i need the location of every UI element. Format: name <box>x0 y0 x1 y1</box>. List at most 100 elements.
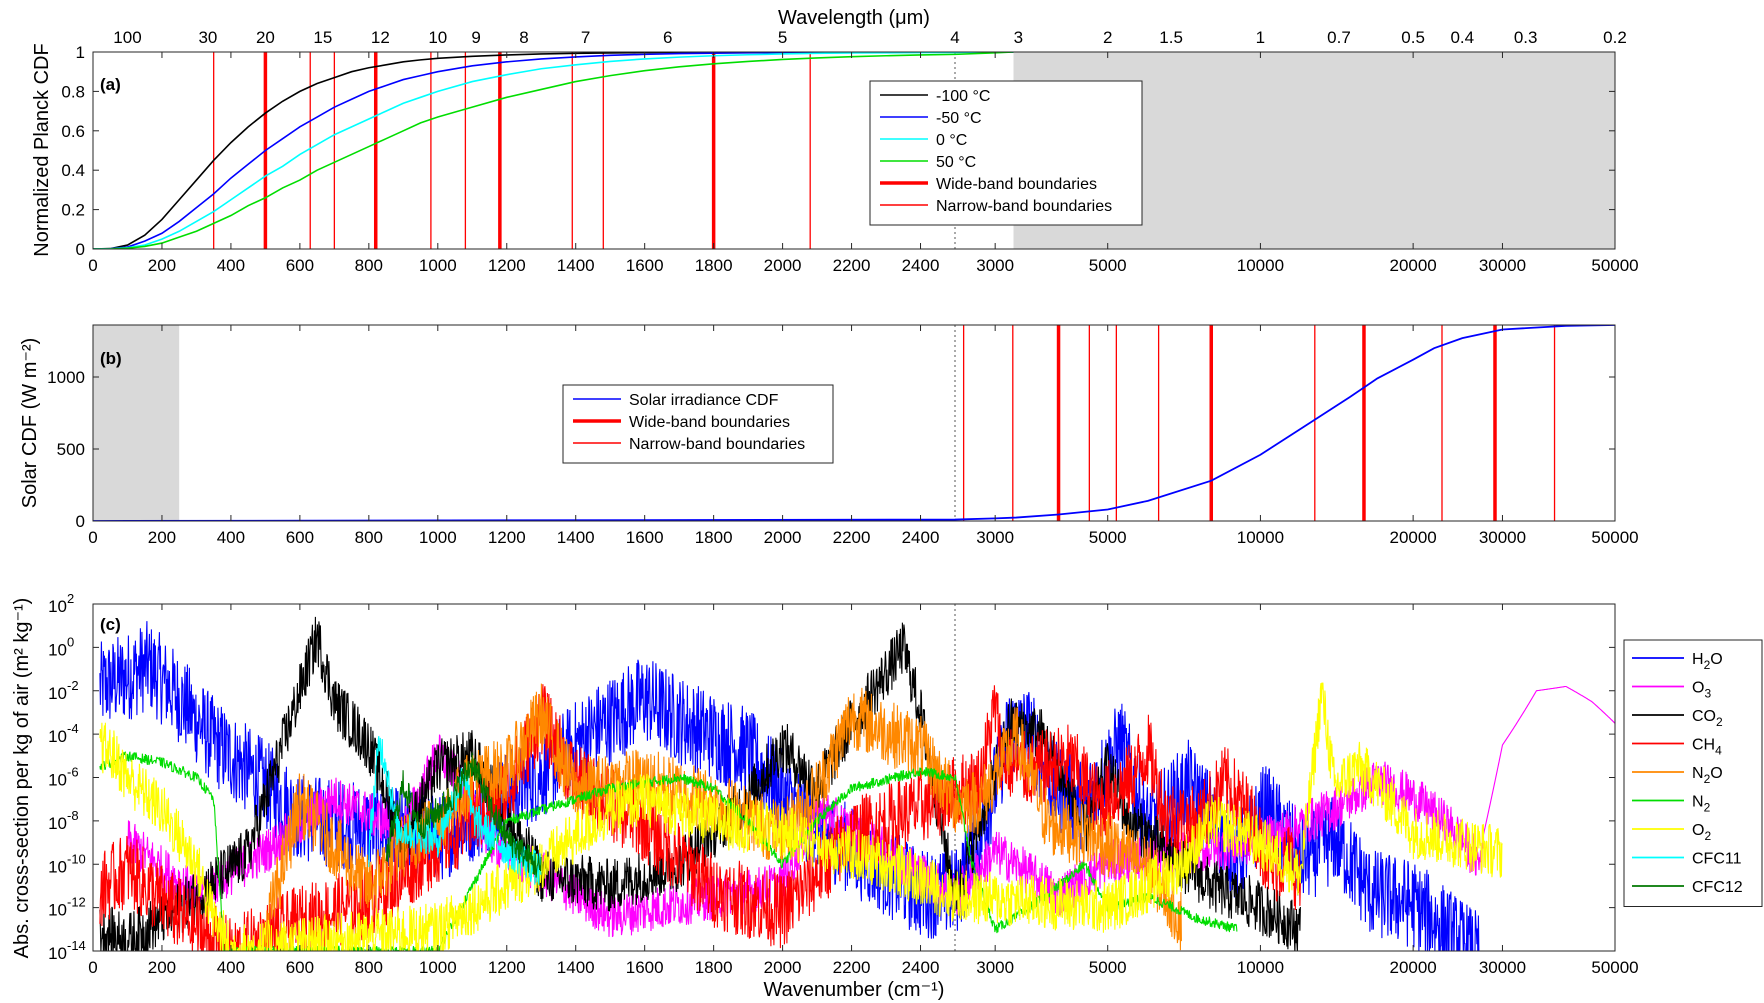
legend-label: O3 <box>1692 680 1711 701</box>
y-tick-exponent: -14 <box>67 938 86 953</box>
x-tick-label: 3000 <box>976 256 1014 275</box>
y-tick-label: 1 <box>76 43 85 62</box>
x-tick-label: 30000 <box>1479 958 1526 977</box>
x-tick-label: 600 <box>286 256 314 275</box>
y-tick-exponent: -2 <box>67 678 79 693</box>
absorption-line-co2 <box>99 616 1301 951</box>
top-axis-title: Wavelength (μm) <box>778 7 930 29</box>
x-tick-label: 2400 <box>902 958 940 977</box>
panel-a: 100 30 20 15 12 10 9 8 7 6 5 4 3 2 1.5 1 0.7 0.5 0.4 0.3 0.2… <box>31 28 1639 275</box>
panel-a-wide-boundaries <box>263 52 716 249</box>
panel-b-wide-boundaries <box>1056 325 1497 521</box>
planck-cdf-line <box>93 52 1014 249</box>
top-tick-label: 0.7 <box>1327 28 1351 47</box>
x-tick-label: 1200 <box>488 528 526 547</box>
panel-c-y-title: Abs. cross-section per kg of air (m² kg⁻… <box>11 598 33 959</box>
panel-b-x-ticks: 0 200 400 600 800 1000 1200 1400 1600 1800 2000 220… <box>88 325 1639 547</box>
y-tick-label: 1000 <box>47 368 85 387</box>
x-tick-label: 30000 <box>1479 528 1526 547</box>
y-tick-label: 0.2 <box>61 201 85 220</box>
planck-cdf-line <box>93 52 1014 249</box>
top-tick-label: 30 <box>198 28 217 47</box>
panel-b-y-title: Solar CDF (W m⁻²) <box>19 338 41 509</box>
panel-b-series <box>93 325 1615 521</box>
x-tick-label: 0 <box>88 958 97 977</box>
x-tick-label: 2400 <box>902 528 940 547</box>
y-tick-label: 500 <box>57 440 85 459</box>
legend-label: CFC11 <box>1692 851 1742 868</box>
x-tick-label: 2200 <box>833 528 871 547</box>
x-tick-label: 2400 <box>902 256 940 275</box>
x-tick-label: 1000 <box>419 256 457 275</box>
panel-c: 0 200 400 600 800 1000 1200 1400 1600 1800 2000 220… <box>11 591 1763 1001</box>
y-tick-exponent: -10 <box>67 851 86 866</box>
panel-b: 0 200 400 600 800 1000 1200 1400 1600 1800 2000 220… <box>19 324 1639 547</box>
top-tick-label: 20 <box>256 28 275 47</box>
legend-label: Wide-band boundaries <box>936 176 1097 193</box>
x-tick-label: 0 <box>88 256 97 275</box>
x-tick-label: 1000 <box>419 958 457 977</box>
legend-box <box>869 80 1143 226</box>
x-tick-label: 1800 <box>695 958 733 977</box>
legend-label: CO2 <box>1692 708 1723 729</box>
y-tick-exponent: -4 <box>67 721 79 736</box>
x-tick-label: 800 <box>355 958 383 977</box>
top-tick-label: 10 <box>428 28 447 47</box>
panel-a-x-ticks: 0 200 400 600 800 1000 1200 1400 1600 1800 2000 220… <box>88 52 1639 275</box>
absorption-line-o3 <box>126 685 1615 938</box>
x-tick-label: 200 <box>148 958 176 977</box>
panel-a-label: (a) <box>100 75 121 94</box>
panel-a-y-title: Normalized Planck CDF <box>31 43 53 256</box>
top-tick-label: 0.3 <box>1514 28 1538 47</box>
x-tick-label: 5000 <box>1089 528 1127 547</box>
panel-c-legend: H2O O3 CO2 CH4 N2O N2 O2 CFC11 CFC12 <box>1623 639 1763 907</box>
x-tick-label: 10000 <box>1237 528 1284 547</box>
legend-label: 50 °C <box>936 154 976 171</box>
x-tick-label: 2000 <box>764 256 802 275</box>
panel-c-x-ticks: 0 200 400 600 800 1000 1200 1400 1600 1800 2000 220… <box>88 604 1639 977</box>
legend-label: Solar irradiance CDF <box>629 392 779 409</box>
x-tick-label: 800 <box>355 256 383 275</box>
panel-a-frame <box>92 51 1616 250</box>
y-tick-label: 0.6 <box>61 122 85 141</box>
top-tick-label: 3 <box>1014 28 1023 47</box>
x-tick-label: 1200 <box>488 958 526 977</box>
legend-label: Narrow-band boundaries <box>936 198 1112 215</box>
y-tick-label: 0.8 <box>61 82 85 101</box>
x-tick-label: 1600 <box>626 528 664 547</box>
x-tick-label: 0 <box>88 528 97 547</box>
x-tick-label: 1200 <box>488 256 526 275</box>
top-tick-label: 4 <box>950 28 959 47</box>
x-tick-label: 20000 <box>1389 528 1436 547</box>
panel-b-shaded-region <box>93 325 180 521</box>
x-tick-label: 10000 <box>1237 256 1284 275</box>
x-tick-label: 10000 <box>1237 958 1284 977</box>
top-tick-label: 9 <box>471 28 480 47</box>
top-tick-label: 5 <box>778 28 787 47</box>
panel-b-frame <box>92 324 1616 522</box>
legend-label: Narrow-band boundaries <box>629 436 805 453</box>
x-tick-label: 50000 <box>1591 958 1638 977</box>
y-tick-label: 10 <box>48 727 67 746</box>
top-tick-label: 100 <box>113 28 141 47</box>
panel-b-y-ticks: 0 500 1000 <box>47 368 1615 531</box>
x-tick-label: 5000 <box>1089 256 1127 275</box>
legend-box <box>1623 639 1763 907</box>
x-tick-label: 200 <box>148 256 176 275</box>
legend-label: -100 °C <box>936 88 990 105</box>
y-tick-label: 10 <box>48 597 67 616</box>
top-tick-label: 12 <box>371 28 390 47</box>
y-tick-label: 0 <box>76 240 85 259</box>
x-tick-label: 2000 <box>764 528 802 547</box>
top-tick-label: 2 <box>1103 28 1112 47</box>
x-tick-label: 30000 <box>1479 256 1526 275</box>
panel-b-narrow-boundaries <box>962 325 1556 521</box>
absorption-line-cfc12 <box>385 752 542 878</box>
legend-label: N2 <box>1692 794 1711 815</box>
top-tick-label: 0.4 <box>1450 28 1474 47</box>
x-tick-label: 600 <box>286 528 314 547</box>
legend-label: -50 °C <box>936 110 982 127</box>
legend-label: N2O <box>1692 765 1723 786</box>
y-tick-exponent: 0 <box>67 634 74 649</box>
